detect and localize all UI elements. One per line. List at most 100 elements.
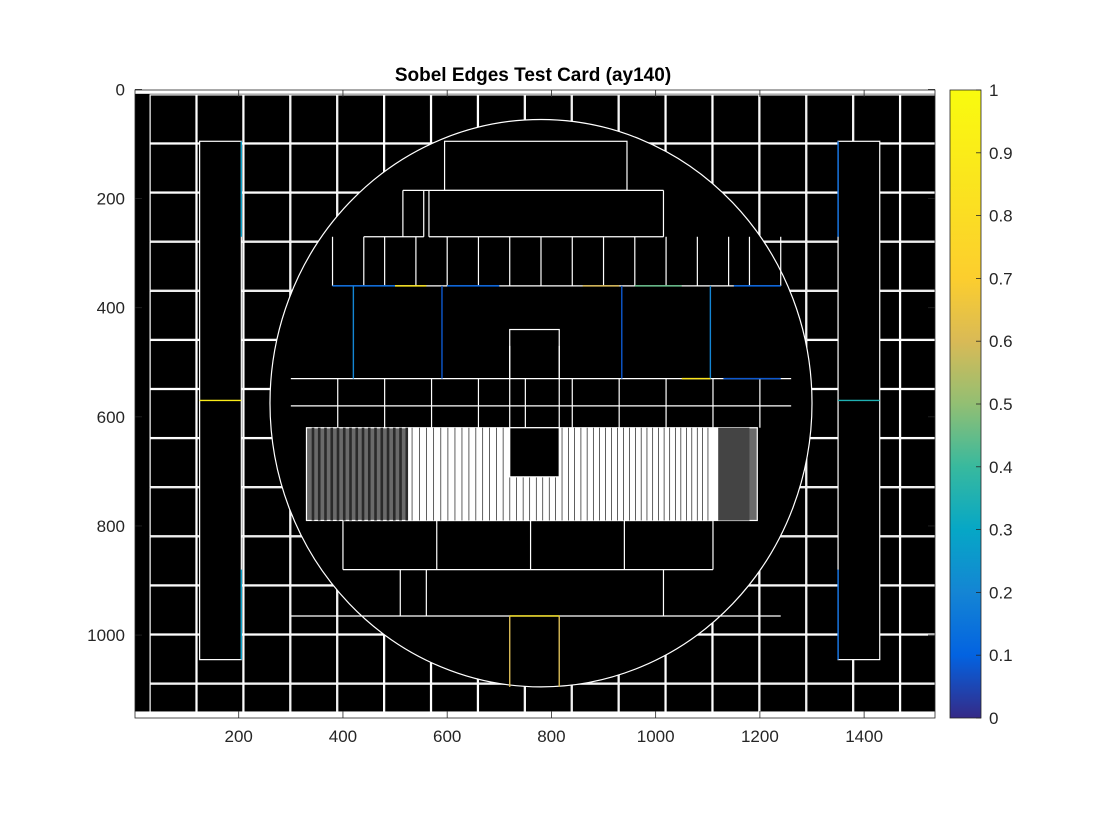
y-tick-label: 400: [97, 299, 125, 318]
colorbar: 0 0.1 0.2 0.3 0.4 0.5 0.6 0.7 0.8 0.9 1: [949, 81, 1013, 728]
strip-bar: [311, 427, 315, 521]
strip-line: [686, 427, 687, 521]
strip-line: [669, 427, 671, 521]
strip-bar: [324, 427, 327, 521]
strip-bar: [317, 427, 321, 521]
grid-square-edge: [384, 94, 432, 144]
grid-square-edge: [712, 634, 760, 684]
grid-square-edge: [243, 634, 291, 684]
grid-square-edge: [337, 683, 385, 718]
grid-square-edge: [149, 94, 197, 144]
y-tick-label: 600: [97, 408, 125, 427]
strip-bar: [380, 427, 384, 521]
grid-square-edge: [384, 683, 432, 718]
strip-white: [408, 427, 732, 521]
grid-square-edge: [430, 683, 479, 718]
strip-line: [652, 427, 654, 521]
grid-square-edge: [243, 241, 291, 291]
grid-square-edge: [900, 339, 935, 390]
grid-square-edge: [149, 634, 197, 684]
grid-square-edge: [149, 339, 197, 390]
strip-line: [674, 427, 676, 521]
grid-square-edge: [759, 94, 807, 144]
strip-bar: [367, 427, 371, 521]
x-tick-label: 400: [329, 727, 357, 746]
strip-line: [658, 427, 659, 521]
strip-line: [426, 427, 427, 521]
strip-bar: [330, 427, 334, 521]
grid-square-edge: [243, 143, 291, 193]
grid-square-edge: [149, 585, 197, 635]
colorbar-tick-label: 1: [989, 81, 998, 100]
grid-square-edge: [900, 536, 935, 586]
grid-square-edge: [759, 634, 807, 684]
y-tick-label: 800: [97, 517, 125, 536]
strip-line: [568, 427, 569, 521]
strip-bar: [361, 427, 365, 521]
strip-dark-end: [718, 427, 750, 521]
strip-bar: [374, 427, 377, 521]
grid-square-edge: [149, 487, 197, 537]
strip-line: [482, 427, 484, 521]
grid-square-edge: [149, 388, 197, 439]
grid-square-edge: [900, 634, 935, 684]
grid-square-edge: [900, 192, 935, 242]
strip-line: [586, 427, 588, 521]
strip-line: [574, 427, 575, 521]
grid-square-edge: [243, 94, 291, 144]
strip-line: [461, 427, 463, 521]
grid-square-edge: [290, 94, 338, 144]
strip-line: [411, 427, 413, 521]
grid-square-edge: [149, 143, 197, 193]
colorbar-tick-label: 0: [989, 709, 998, 728]
colorbar-tick-label: 0.2: [989, 583, 1013, 602]
strip-line: [502, 427, 504, 521]
grid-square-edge: [759, 585, 807, 635]
strip-line: [580, 427, 582, 521]
grid-square-edge: [149, 438, 197, 488]
grid-square-edge: [900, 683, 935, 718]
grid-square-edge: [149, 241, 197, 291]
grid-square-edge: [243, 487, 291, 537]
strip-line: [440, 427, 442, 521]
colorbar-tick-label: 0.3: [989, 521, 1013, 540]
grid-square-edge: [759, 192, 807, 242]
grid-square-edge: [243, 536, 291, 586]
colorbar-tick-label: 0.6: [989, 332, 1013, 351]
grid-square-edge: [290, 585, 338, 635]
strip-line: [696, 427, 698, 521]
grid-square-edge: [900, 94, 935, 144]
strip-line: [496, 427, 497, 521]
edge-image: [135, 93, 935, 718]
strip-bar: [399, 427, 402, 521]
grid-square-edge: [665, 683, 713, 718]
strip-line: [707, 427, 709, 521]
grid-square-edge: [243, 683, 291, 718]
grid-square-edge: [900, 487, 935, 537]
strip-bar: [336, 427, 340, 521]
grid-square-edge: [196, 683, 244, 718]
x-tick-label: 1200: [741, 727, 779, 746]
colorbar-tick-label: 0.9: [989, 144, 1013, 163]
x-tick-label: 200: [225, 727, 253, 746]
colorbar-tick-label: 0.5: [989, 395, 1013, 414]
colorbar-tick-label: 0.7: [989, 269, 1013, 288]
y-tick-label: 1000: [87, 626, 125, 645]
y-tick-label: 0: [116, 80, 125, 99]
strip-bar: [342, 427, 346, 521]
x-tick-label: 1000: [637, 727, 675, 746]
strip-line: [454, 427, 456, 521]
grid-square-edge: [759, 683, 807, 718]
strip-line: [702, 427, 703, 521]
strip-line: [611, 427, 612, 521]
grid-square-edge: [900, 290, 935, 340]
grid-square-edge: [712, 683, 760, 718]
strip-line: [592, 427, 594, 521]
grid-square-edge: [900, 143, 935, 193]
grid-square-edge: [149, 536, 197, 586]
grid-square-edge: [806, 683, 854, 718]
strip-line: [447, 427, 449, 521]
grid-square-edge: [290, 634, 338, 684]
strip-line: [561, 427, 563, 521]
frequency-strip: [305, 427, 758, 522]
